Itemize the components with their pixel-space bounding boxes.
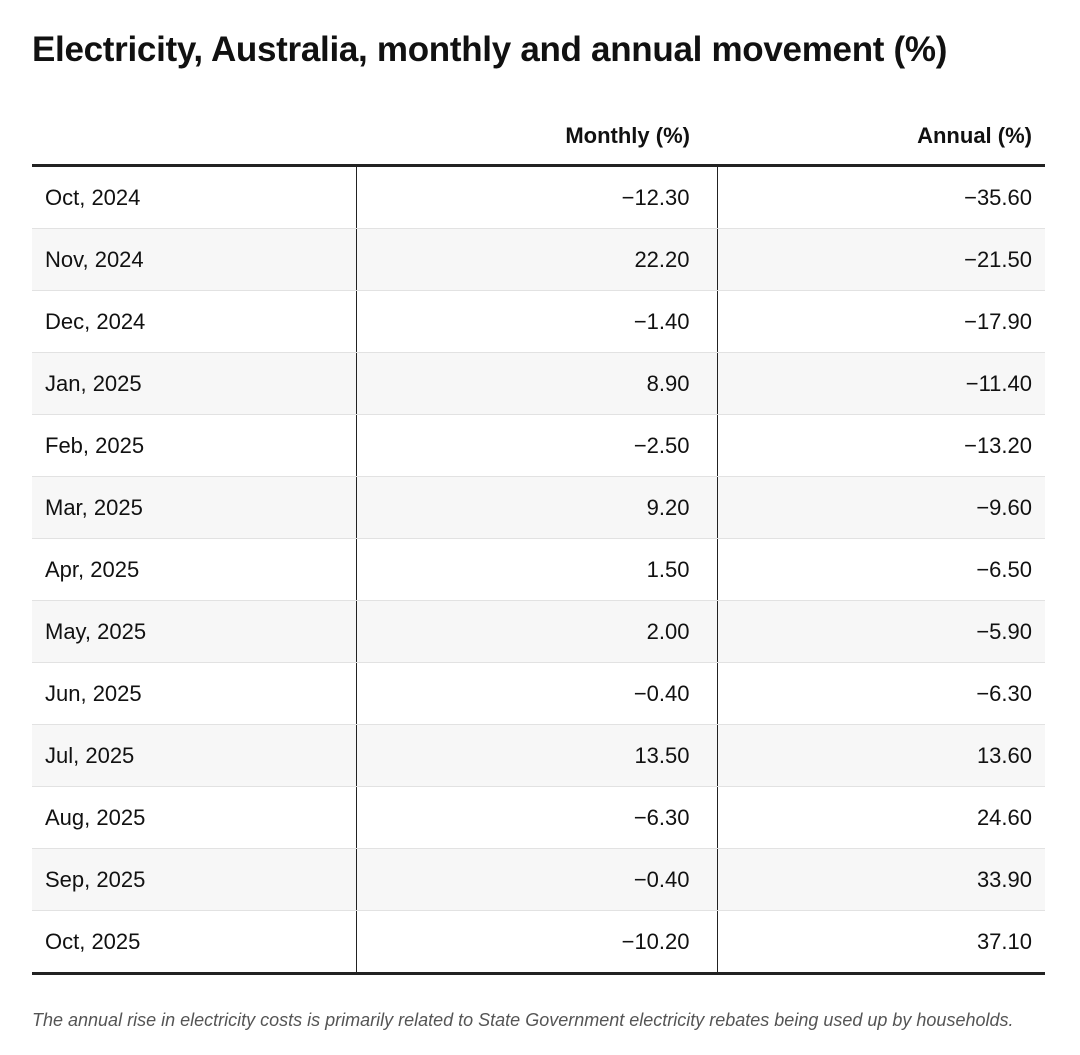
value-cell: 1.50 [355,538,718,601]
value-cell: 22.20 [355,228,718,291]
month-cell: Sep, 2025 [32,848,356,911]
value-cell: −11.40 [717,352,1045,415]
value-cell: −17.90 [717,290,1045,353]
value-cell: 8.90 [355,352,718,415]
header-cell: Monthly (%) [356,108,717,167]
table-row: Feb, 2025 −2.50 −13.20 [32,414,1045,477]
month-cell: May, 2025 [32,600,356,663]
value-cell: −5.90 [717,600,1045,663]
value-cell: −12.30 [355,165,718,229]
table-row: Dec, 2024 −1.40 −17.90 [32,290,1045,353]
table-row: Mar, 2025 9.20 −9.60 [32,476,1045,539]
month-cell: Jun, 2025 [32,662,356,725]
month-cell: Mar, 2025 [32,476,356,539]
month-cell: Oct, 2025 [32,910,356,975]
table-row: Nov, 2024 22.20 −21.50 [32,228,1045,291]
table-row: Apr, 2025 1.50 −6.50 [32,538,1045,601]
table-row: Jun, 2025 −0.40 −6.30 [32,662,1045,725]
value-cell: 2.00 [355,600,718,663]
value-cell: −2.50 [355,414,718,477]
month-cell: Dec, 2024 [32,290,356,353]
table-row: Sep, 2025 −0.40 33.90 [32,848,1045,911]
value-cell: 37.10 [717,910,1045,975]
table-header: Monthly (%) Annual (%) [32,108,1045,167]
value-cell: −35.60 [717,165,1045,229]
month-cell: Apr, 2025 [32,538,356,601]
footnote: The annual rise in electricity costs is … [32,1010,1014,1030]
month-cell: Jul, 2025 [32,724,356,787]
value-cell: −0.40 [355,662,718,725]
value-cell: −10.20 [355,910,718,975]
value-cell: 13.60 [717,724,1045,787]
table-row: Jul, 2025 13.50 13.60 [32,724,1045,787]
table-row: Oct, 2024 −12.30 −35.60 [32,165,1045,229]
table-row: Jan, 2025 8.90 −11.40 [32,352,1045,415]
month-cell: Oct, 2024 [32,165,356,229]
table-body: Oct, 2024 −12.30 −35.60 Nov, 2024 22.20 −21.5… [32,165,1045,975]
data-table: Monthly (%) Annual (%) Oct, 2024 −12.30 −3… [32,108,1045,975]
value-cell: 33.90 [717,848,1045,911]
value-cell: −13.20 [717,414,1045,477]
header-cell [32,108,356,167]
month-cell: Nov, 2024 [32,228,356,291]
value-cell: −1.40 [355,290,718,353]
table-row: Aug, 2025 −6.30 24.60 [32,786,1045,849]
month-cell: Jan, 2025 [32,352,356,415]
value-cell: −21.50 [717,228,1045,291]
table-row: Oct, 2025 −10.20 37.10 [32,910,1045,975]
value-cell: −0.40 [355,848,718,911]
header-row: Monthly (%) Annual (%) [32,108,1045,167]
title: Electricity, Australia, monthly and annu… [32,30,948,69]
value-cell: 9.20 [355,476,718,539]
month-cell: Feb, 2025 [32,414,356,477]
month-cell: Aug, 2025 [32,786,356,849]
value-cell: 24.60 [717,786,1045,849]
header-cell: Annual (%) [717,108,1045,167]
value-cell: −6.30 [355,786,718,849]
value-cell: −6.30 [717,662,1045,725]
value-cell: 13.50 [355,724,718,787]
value-cell: −6.50 [717,538,1045,601]
table-row: May, 2025 2.00 −5.90 [32,600,1045,663]
value-cell: −9.60 [717,476,1045,539]
